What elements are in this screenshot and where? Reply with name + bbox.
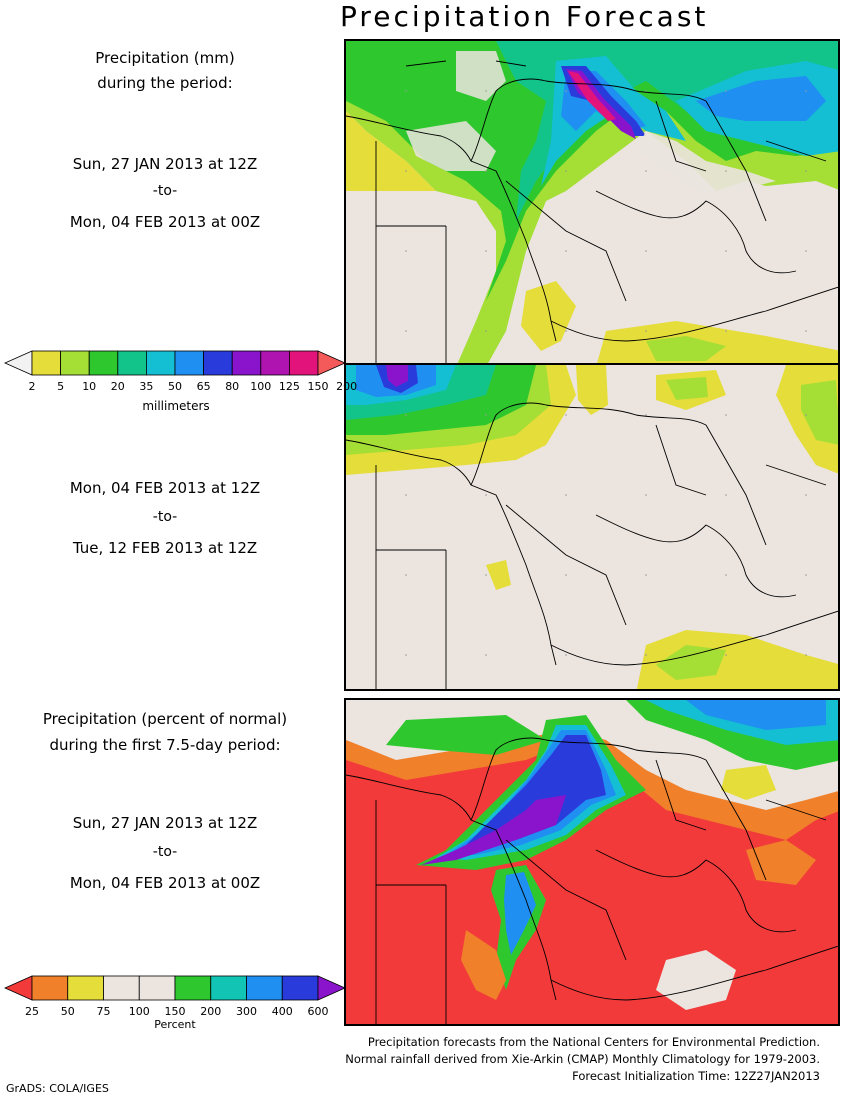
chart-title: Precipitation Forecast [340, 0, 709, 33]
colorbar-mm-segment [174, 350, 205, 376]
colorbar-percent-segment [246, 975, 283, 1001]
colorbar-percent-segment [138, 975, 176, 1001]
panel1-heading-line2: during the period: [97, 74, 233, 92]
colorbar-mm-tick-label: 65 [196, 380, 211, 393]
panel2-end-date: Tue, 12 FEB 2013 at 12Z [72, 539, 258, 557]
panel1-heading-line1: Precipitation (mm) [95, 49, 235, 67]
colorbar-mm-tick-label: 150 [307, 380, 329, 393]
map-panel-2 [344, 363, 840, 691]
colorbar-percent-segment [210, 975, 247, 1001]
colorbar-percent-high-triangle [317, 975, 346, 1001]
colorbar-percent-tick-label: 50 [60, 1005, 75, 1018]
colorbar-mm-tick-label: 125 [278, 380, 300, 393]
colorbar-mm-segment [203, 350, 233, 376]
panel1-start-date: Sun, 27 JAN 2013 at 12Z [72, 155, 258, 173]
map-panel-3 [344, 698, 840, 1026]
colorbar-mm-segment [288, 350, 319, 376]
colorbar-mm-tick-label: 10 [82, 380, 97, 393]
panel2-to: -to- [152, 509, 178, 525]
colorbar-mm-segment [31, 350, 62, 376]
colorbar-mm-segment [231, 350, 262, 376]
colorbar-mm-unit: millimeters [142, 399, 210, 413]
colorbar-percent-tick-label: 25 [25, 1005, 39, 1018]
colorbar-mm-tick-label: 200 [336, 380, 358, 393]
panel2-start-date: Mon, 04 FEB 2013 at 12Z [69, 479, 261, 497]
colorbar-percent [4, 975, 346, 1001]
colorbar-percent-segment [67, 975, 104, 1001]
panel3-start-date: Sun, 27 JAN 2013 at 12Z [72, 814, 258, 832]
colorbar-percent-tick-label: 100 [128, 1005, 150, 1018]
panel3-heading-line1: Precipitation (percent of normal) [42, 710, 288, 728]
colorbar-percent-segment [31, 975, 69, 1001]
footer-line-3: Forecast Initialization Time: 12Z27JAN20… [572, 1069, 820, 1083]
colorbar-mm-segment [88, 350, 119, 376]
colorbar-percent-tick-label: 200 [200, 1005, 222, 1018]
colorbar-mm-low-triangle [4, 350, 33, 376]
colorbar-percent-tick-label: 75 [96, 1005, 111, 1018]
colorbar-percent-tick-label: 600 [307, 1005, 329, 1018]
colorbar-mm-tick-label: 5 [57, 380, 65, 393]
colorbar-mm-segment [60, 350, 90, 376]
colorbar-percent-low-triangle [4, 975, 33, 1001]
colorbar-mm-segment [145, 350, 176, 376]
colorbar-mm-tick-label: 20 [110, 380, 125, 393]
panel3-to: -to- [152, 844, 178, 860]
colorbar-mm-high-triangle [317, 350, 346, 376]
panel1-end-date: Mon, 04 FEB 2013 at 00Z [69, 213, 261, 231]
colorbar-percent-tick-label: 150 [164, 1005, 186, 1018]
colorbar-percent-segment [174, 975, 212, 1001]
panel3-heading-line2: during the first 7.5-day period: [49, 736, 281, 754]
colorbar-percent-segment [103, 975, 140, 1001]
colorbar-mm-tick-label: 100 [250, 380, 272, 393]
colorbar-mm-tick-label: 35 [139, 380, 154, 393]
colorbar-percent-tick-label: 300 [236, 1005, 257, 1018]
colorbar-mm-tick-label: 2 [28, 380, 36, 393]
colorbar-mm [4, 350, 346, 376]
map-panel-1 [344, 39, 840, 365]
grads-credit: GrADS: COLA/IGES [6, 1082, 109, 1095]
colorbar-percent-unit: Percent [154, 1018, 196, 1031]
colorbar-mm-tick-label: 80 [225, 380, 240, 393]
footer-line-2: Normal rainfall derived from Xie-Arkin (… [345, 1052, 820, 1066]
colorbar-percent-tick-label: 400 [271, 1005, 293, 1018]
footer-line-1: Precipitation forecasts from the Nationa… [367, 1035, 820, 1049]
colorbar-mm-segment [117, 350, 147, 376]
panel3-end-date: Mon, 04 FEB 2013 at 00Z [69, 874, 261, 892]
panel1-to: -to- [152, 183, 178, 199]
colorbar-percent-segment [281, 975, 319, 1001]
colorbar-mm-tick-label: 50 [168, 380, 182, 393]
colorbar-mm-segment [260, 350, 290, 376]
